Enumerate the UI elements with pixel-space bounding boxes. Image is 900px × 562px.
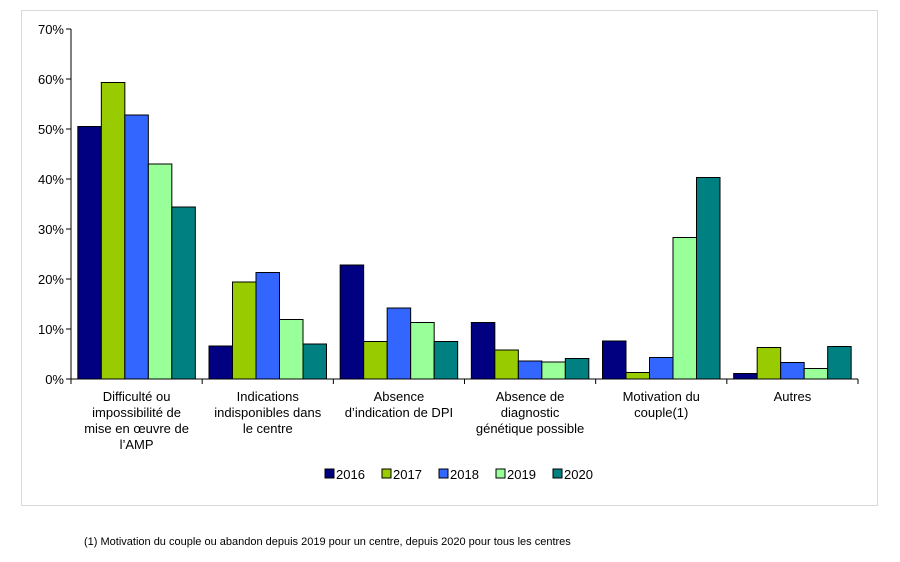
x-category-label-line: impossibilité de: [92, 405, 181, 420]
legend-swatch-2016: [324, 468, 335, 479]
x-category-label-line: mise en œuvre de: [84, 421, 189, 436]
x-category-label-line: Indications: [237, 389, 300, 404]
y-tick-label: 70%: [38, 22, 64, 37]
x-category-label-line: génétique possible: [476, 421, 584, 436]
bar-2020-cat6: [827, 346, 852, 380]
bar-2017-cat1: [100, 82, 126, 380]
bar-2018-cat1: [124, 114, 149, 380]
y-tick-label: 10%: [38, 322, 64, 337]
bar-2020-cat2: [302, 343, 327, 380]
x-category-label-line: l’AMP: [120, 437, 154, 452]
x-category-label: Difficulté ou impossibilité de mise en œuv…: [84, 389, 189, 452]
bar-2020-cat3: [433, 341, 459, 380]
y-tick-label: 20%: [38, 272, 64, 287]
bar-2019-cat1: [147, 163, 173, 380]
bar-2018-cat5: [649, 357, 674, 380]
x-category-label-line: Motivation du: [623, 389, 700, 404]
legend-swatch-2017: [381, 468, 392, 479]
legend-swatch-2020: [552, 468, 563, 479]
bar-2017-cat2: [232, 281, 257, 380]
bar-2019-cat2: [279, 319, 304, 380]
legend-label-2017: 2017: [393, 467, 422, 482]
bar-2017-cat6: [756, 347, 782, 380]
y-tick-label: 60%: [38, 72, 64, 87]
legend-label-2020: 2020: [564, 467, 593, 482]
x-category-label-line: diagnostic: [501, 405, 560, 420]
bar-2016-cat1: [77, 126, 102, 380]
x-category-label-line: Absence de: [496, 389, 565, 404]
footnote: (1) Motivation du couple ou abandon depu…: [84, 536, 571, 548]
x-category-label-line: d’indication de DPI: [345, 405, 453, 420]
x-category-label: Indications indisponibles dans le centre: [214, 389, 321, 436]
chart-svg: 0% 10% 20% 30% 40% 50% 60% 70% Difficulté ou impo…: [38, 22, 859, 482]
x-category-label-line: couple(1): [634, 405, 688, 420]
legend-label-2019: 2019: [507, 467, 536, 482]
bar-2016-cat6: [733, 373, 758, 380]
legend-label-2016: 2016: [336, 467, 365, 482]
bar-2019-cat4: [541, 361, 566, 380]
bar-2019-cat3: [410, 322, 435, 380]
bar-2016-cat5: [602, 340, 627, 380]
bar-2016-cat4: [470, 322, 496, 380]
y-tick-label: 30%: [38, 222, 64, 237]
bar-2018-cat4: [517, 360, 543, 380]
bar-2020-cat5: [696, 177, 721, 380]
x-category-label: Absence de diagnostic génétique possible: [476, 389, 584, 436]
x-category-label: Absence d’indication de DPI: [345, 389, 453, 420]
x-category-label-line: Difficulté ou: [103, 389, 171, 404]
bar-2017-cat4: [494, 349, 519, 380]
bar-2018-cat6: [780, 362, 805, 380]
x-category-label-line: Absence: [374, 389, 425, 404]
bar-2018-cat2: [255, 272, 280, 380]
x-category-label-line: Autres: [774, 389, 812, 404]
bar-2016-cat2: [208, 345, 233, 380]
legend-swatch-2018: [438, 468, 449, 479]
chart-frame: 0% 10% 20% 30% 40% 50% 60% 70% Difficulté ou impo…: [21, 10, 878, 506]
y-tick-label: 0%: [45, 372, 64, 387]
bar-2019-cat6: [803, 368, 829, 380]
bar-2018-cat3: [386, 307, 412, 380]
legend-swatch-2019: [495, 468, 506, 479]
bar-2017-cat3: [363, 341, 388, 380]
bar-2016-cat3: [339, 264, 365, 380]
bar-2017-cat5: [625, 372, 650, 380]
y-tick-label: 50%: [38, 122, 64, 137]
bar-2020-cat1: [171, 206, 196, 380]
bar-2020-cat4: [564, 358, 590, 380]
x-category-label-line: indisponibles dans: [214, 405, 321, 420]
y-tick-label: 40%: [38, 172, 64, 187]
bar-2019-cat5: [672, 237, 697, 380]
legend-label-2018: 2018: [450, 467, 479, 482]
x-category-label: Autres: [774, 389, 812, 404]
x-category-label-line: le centre: [243, 421, 293, 436]
x-category-label: Motivation du couple(1): [623, 389, 700, 420]
